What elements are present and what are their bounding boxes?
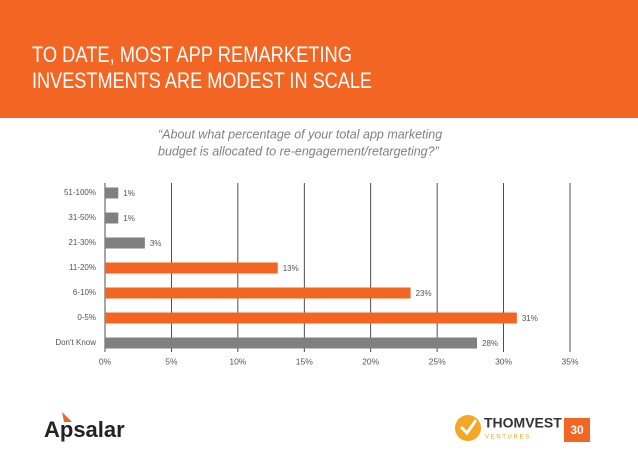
x-tick-label: 10%: [229, 356, 246, 366]
y-tick-label: 31-50%: [68, 213, 96, 222]
value-label: 3%: [150, 239, 162, 248]
x-tick-label: 0%: [99, 356, 112, 366]
logo-check: [459, 419, 478, 436]
value-label: 1%: [123, 189, 135, 198]
logo-text: Apsalar: [44, 417, 125, 442]
chart: 0% 5% 10% 15% 20% 25% 30% 35% 51-100% 1% 31-50% 1% 2…: [55, 183, 579, 366]
title-line: TO DATE, MOST APP REMARKETING: [32, 42, 352, 67]
x-tick-label: 20%: [362, 356, 379, 366]
y-tick-label: 0-5%: [77, 313, 96, 322]
value-label: 31%: [522, 314, 538, 323]
bar: [105, 237, 145, 249]
x-tick-label: 15%: [296, 356, 313, 366]
right-logo: THOMVEST V E N T U R E S: [455, 415, 562, 441]
bar: [105, 187, 119, 199]
value-label: 28%: [482, 339, 498, 348]
bar: [105, 312, 517, 324]
left-logo: Apsalar: [44, 412, 125, 442]
x-tick-label: 5%: [165, 356, 178, 366]
subtitle-line: “About what percentage of your total app…: [158, 127, 442, 141]
y-tick-label: 51-100%: [64, 188, 96, 197]
y-tick-label: Don't Know: [55, 338, 96, 347]
x-tick-label: 35%: [561, 356, 578, 366]
value-label: 1%: [123, 214, 135, 223]
logo-text: THOMVEST: [484, 415, 562, 431]
value-label: 23%: [416, 289, 432, 298]
value-label: 13%: [283, 264, 299, 273]
x-tick-label: 30%: [495, 356, 512, 366]
title-line: INVESTMENTS ARE MODEST IN SCALE: [32, 68, 372, 93]
logo-mark: [62, 412, 72, 422]
y-tick-label: 6-10%: [73, 288, 96, 297]
logo-subtext: V E N T U R E S: [485, 435, 529, 441]
bar: [105, 262, 278, 274]
subtitle-line: budget is allocated to re-engagement/ret…: [158, 144, 440, 158]
x-tick-label: 25%: [429, 356, 446, 366]
page-number: 30: [570, 423, 584, 437]
logo-mark: [455, 415, 481, 441]
y-tick-label: 21-30%: [68, 238, 96, 247]
y-tick-label: 11-20%: [69, 263, 96, 272]
bar: [105, 287, 411, 299]
page-number-box: [564, 418, 590, 442]
bar: [105, 212, 119, 224]
header-band: [0, 0, 638, 118]
bar: [105, 337, 477, 349]
